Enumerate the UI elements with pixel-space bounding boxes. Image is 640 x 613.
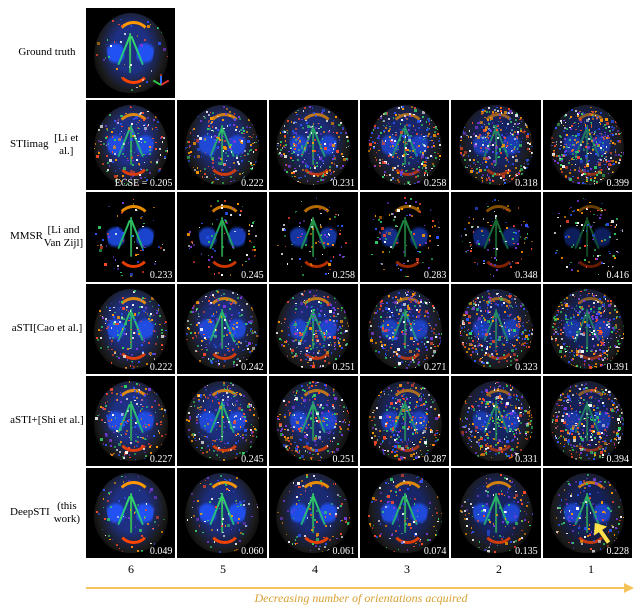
- cell-stiimag-5: 0.399: [543, 100, 632, 190]
- row-label-line1: MMSR: [10, 230, 43, 243]
- metric-value: 0.251: [332, 362, 355, 373]
- axis-tick: 1: [546, 562, 636, 577]
- row-label-stiimag: STIimag[Li et al.]: [8, 100, 86, 190]
- metric-value: 0.258: [332, 270, 355, 281]
- metric-value: 0.233: [150, 270, 173, 281]
- cell-stiimag-3: 0.258: [360, 100, 449, 190]
- metric-value: ECSE = 0.205: [115, 178, 173, 189]
- cell-ground-truth: [86, 8, 175, 98]
- row-label-line2: [Li et al.]: [49, 132, 85, 158]
- row-label-line1: STIimag: [10, 138, 49, 151]
- metric-value: 0.391: [606, 362, 629, 373]
- axis-tick: 6: [86, 562, 176, 577]
- metric-value: 0.049: [150, 546, 173, 557]
- metric-value: 0.283: [424, 270, 447, 281]
- metric-value: 0.287: [424, 454, 447, 465]
- cell-asti-0: 0.222: [86, 284, 175, 374]
- metric-value: 0.231: [332, 178, 355, 189]
- metric-value: 0.258: [424, 178, 447, 189]
- metric-value: 0.323: [515, 362, 538, 373]
- axis-label: Decreasing number of orientations acquir…: [86, 591, 636, 606]
- metric-value: 0.271: [424, 362, 447, 373]
- cell-asti_plus-1: 0.245: [177, 376, 266, 466]
- cell-asti-2: 0.251: [269, 284, 358, 374]
- axis-tick: 4: [270, 562, 360, 577]
- cell-stiimag-2: 0.231: [269, 100, 358, 190]
- metric-value: 0.061: [332, 546, 355, 557]
- metric-value: 0.416: [606, 270, 629, 281]
- cell-asti-3: 0.271: [360, 284, 449, 374]
- metric-value: 0.394: [606, 454, 629, 465]
- cell-mmsr-5: 0.416: [543, 192, 632, 282]
- row-label-line2: [Shi et al.]: [38, 414, 84, 427]
- cell-mmsr-0: 0.233: [86, 192, 175, 282]
- metric-value: 0.135: [515, 546, 538, 557]
- cell-deepsti-2: 0.061: [269, 468, 358, 558]
- metric-value: 0.227: [150, 454, 173, 465]
- cell-deepsti-4: 0.135: [451, 468, 540, 558]
- axis-tick: 2: [454, 562, 544, 577]
- cell-mmsr-3: 0.283: [360, 192, 449, 282]
- orientation-compass-icon: [152, 76, 170, 94]
- row-label-ground-truth: Ground truth: [8, 8, 86, 98]
- cell-asti_plus-3: 0.287: [360, 376, 449, 466]
- row-label-mmsr: MMSR[Li and Van Zijl]: [8, 192, 86, 282]
- metric-value: 0.228: [606, 546, 629, 557]
- axis-tick: 5: [178, 562, 268, 577]
- cell-mmsr-2: 0.258: [269, 192, 358, 282]
- row-label-asti_plus: aSTI+[Shi et al.]: [8, 376, 86, 466]
- metric-value: 0.331: [515, 454, 538, 465]
- cell-stiimag-4: 0.318: [451, 100, 540, 190]
- metric-value: 0.348: [515, 270, 538, 281]
- cell-asti_plus-2: 0.251: [269, 376, 358, 466]
- axis-arrow-icon: [86, 587, 624, 589]
- row-label-line1: DeepSTI: [10, 506, 50, 519]
- metric-value: 0.251: [332, 454, 355, 465]
- cell-asti-5: 0.391: [543, 284, 632, 374]
- cell-asti-1: 0.242: [177, 284, 266, 374]
- axis-tick: 3: [362, 562, 452, 577]
- cell-deepsti-5: 0.228: [543, 468, 632, 558]
- cell-mmsr-1: 0.245: [177, 192, 266, 282]
- metric-value: 0.222: [150, 362, 173, 373]
- metric-value: 0.222: [241, 178, 264, 189]
- cell-deepsti-0: 0.049: [86, 468, 175, 558]
- metric-value: 0.245: [241, 454, 264, 465]
- row-label-line2: (this work): [50, 500, 84, 526]
- metric-value: 0.074: [424, 546, 447, 557]
- metric-value: 0.318: [515, 178, 538, 189]
- metric-value: 0.060: [241, 546, 264, 557]
- row-label-line2: [Li and Van Zijl]: [43, 224, 84, 250]
- cell-deepsti-1: 0.060: [177, 468, 266, 558]
- row-label-deepsti: DeepSTI(this work): [8, 468, 86, 558]
- cell-deepsti-3: 0.074: [360, 468, 449, 558]
- metric-value: 0.399: [606, 178, 629, 189]
- cell-asti-4: 0.323: [451, 284, 540, 374]
- cell-stiimag-0: ECSE = 0.205: [86, 100, 175, 190]
- row-label-line1: aSTI+: [10, 414, 38, 427]
- row-label-line1: aSTI: [12, 322, 33, 335]
- metric-value: 0.242: [241, 362, 264, 373]
- cell-stiimag-1: 0.222: [177, 100, 266, 190]
- row-label-line2: [Cao et al.]: [33, 322, 82, 335]
- cell-asti_plus-0: 0.227: [86, 376, 175, 466]
- cell-asti_plus-5: 0.394: [543, 376, 632, 466]
- metric-value: 0.245: [241, 270, 264, 281]
- cell-asti_plus-4: 0.331: [451, 376, 540, 466]
- row-label-asti: aSTI[Cao et al.]: [8, 284, 86, 374]
- cell-mmsr-4: 0.348: [451, 192, 540, 282]
